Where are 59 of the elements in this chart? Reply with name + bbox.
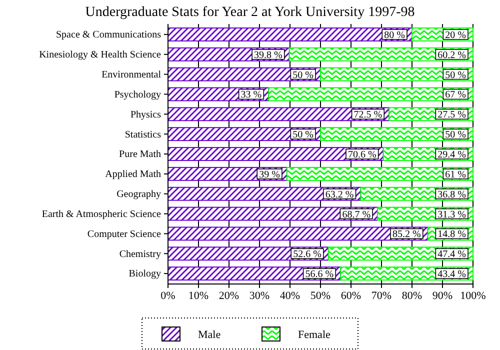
x-tick-label: 20%: [218, 290, 240, 302]
data-label: 39 %: [259, 169, 280, 180]
x-tick-label: 0%: [160, 290, 176, 302]
x-tick-label: 50%: [310, 290, 331, 302]
y-tick-label: Physics: [130, 109, 162, 120]
data-label: 85.2 %: [392, 229, 421, 240]
data-label: 67 %: [445, 90, 466, 101]
y-tick-label: Space & Communications: [56, 30, 162, 41]
data-label: 39.8 %: [254, 50, 282, 61]
bar: [286, 166, 474, 181]
x-tick-label: 60%: [340, 290, 362, 302]
data-label: 63.2 %: [325, 189, 354, 200]
data-label: 72.5 %: [354, 110, 382, 121]
data-label: 27.5 %: [438, 110, 466, 121]
y-tick-label: Chemistry: [119, 248, 161, 260]
data-label: 36.8 %: [438, 189, 466, 200]
y-tick-label: Psychology: [114, 89, 161, 100]
y-tick-label: Pure Math: [119, 149, 161, 160]
data-label: 60.2 %: [438, 50, 466, 61]
legend-label: Male: [198, 329, 221, 341]
data-label: 50 %: [292, 130, 314, 141]
y-tick-label: Biology: [128, 268, 161, 280]
legend-label: Female: [298, 329, 330, 341]
data-label: 50 %: [292, 70, 314, 81]
bar: [268, 87, 474, 102]
data-label: 50 %: [445, 70, 466, 81]
data-label: 43.4 %: [438, 269, 466, 280]
y-tick-label: Kinesiology & Health Science: [39, 50, 162, 61]
x-tick-label: 40%: [280, 290, 300, 302]
y-tick-label: Statistics: [124, 129, 162, 140]
data-label: 47.4 %: [438, 249, 466, 260]
y-tick-label: Applied Math: [105, 169, 161, 180]
x-tick-label: 10%: [188, 290, 209, 302]
bar: [168, 107, 390, 122]
data-label: 33 %: [240, 90, 262, 101]
x-tick-label: 100%: [460, 290, 486, 302]
y-tick-label: Environmental: [102, 70, 162, 81]
data-label: 52.6 %: [293, 249, 322, 260]
data-label: 80 %: [384, 30, 405, 41]
y-tick-label: Earth & Atmospheric Science: [42, 208, 162, 220]
x-tick-label: 80%: [402, 290, 422, 302]
data-label: 31.3 %: [438, 209, 466, 220]
y-tick-label: Geography: [116, 189, 161, 200]
y-tick-label: Computer Science: [87, 228, 162, 240]
data-label: 70.6 %: [348, 150, 376, 160]
x-tick-label: 90%: [432, 290, 453, 302]
bar: [168, 226, 428, 241]
data-label: 68.7 %: [342, 209, 371, 220]
chart-title: Undergraduate Stats for Year 2 at York University 1997-98: [85, 5, 415, 20]
data-label: 14.8 %: [438, 229, 466, 240]
data-label: 20 %: [445, 30, 466, 41]
data-label: 29.4 %: [438, 150, 466, 160]
bar: [168, 27, 412, 42]
data-label: 61 %: [445, 169, 466, 180]
data-label: 50 %: [445, 130, 466, 141]
data-label: 56.6 %: [305, 269, 334, 280]
x-tick-label: 30%: [249, 290, 270, 302]
bar: [168, 147, 384, 161]
x-tick-label: 70%: [371, 290, 392, 302]
